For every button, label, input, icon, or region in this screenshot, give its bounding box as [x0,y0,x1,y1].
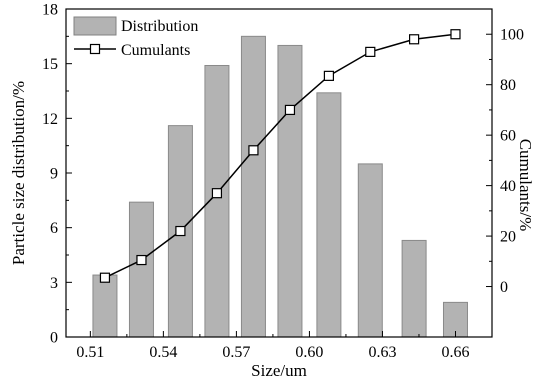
y2-tick-label: 0 [500,279,508,296]
cumulants-point [284,104,296,116]
distribution-bar [92,274,118,338]
x-tick-label: 0.60 [295,344,323,361]
x-tick-label: 0.66 [441,344,469,361]
x-tick-label: 0.51 [76,344,104,361]
legend: Distribution Cumulants [73,16,198,59]
cumulants-line [104,33,456,279]
y-tick-label: 12 [42,111,58,128]
y2-tick-label: 20 [500,229,516,246]
cumulants-line-layer [99,29,461,283]
cumulants-point [175,225,186,237]
distribution-bar [357,163,383,338]
legend-distribution-swatch [73,16,117,36]
bars-layer [92,35,468,338]
legend-distribution-label: Distribution [121,18,198,35]
y2-tick-label: 100 [500,27,524,44]
cumulants-point [99,272,111,283]
ticks-layer [66,8,492,338]
x-tick-label: 0.57 [222,344,250,361]
x-axis-title: Size/um [251,361,307,380]
distribution-bar [128,201,154,338]
x-tick-label: 0.63 [368,344,396,361]
y2-axis-title: Cumulants/% [516,139,535,232]
cumulants-point [409,34,420,45]
x-tick-label: 0.54 [149,344,177,361]
distribution-bar [240,35,266,338]
cumulants-point [211,188,223,199]
y2-tick-label: 80 [500,77,516,94]
cumulants-point [450,29,461,40]
y-tick-label: 6 [50,220,58,237]
tick-labels-layer: 0.51 0.54 0.57 0.60 0.63 0.66 0 3 6 9 12 15 18 0 20 40 6… [42,2,524,362]
y-tick-label: 18 [42,2,58,19]
cumulants-point [365,46,376,57]
distribution-bar [277,44,303,338]
cumulants-point [248,145,259,156]
y-axis-title: Particle size distribution/% [9,81,28,265]
y-tick-label: 0 [50,330,58,347]
distribution-bar [316,92,342,338]
y-tick-label: 9 [50,166,58,183]
y-tick-label: 3 [50,275,58,292]
legend-cumulants-marker [89,43,101,55]
y2-tick-label: 40 [500,178,516,195]
y2-tick-label: 60 [500,128,516,145]
distribution-bar [401,239,427,338]
cumulants-point [136,254,147,266]
legend-cumulants-label: Cumulants [121,42,190,59]
y-tick-label: 15 [42,56,58,73]
cumulants-point [323,70,335,81]
